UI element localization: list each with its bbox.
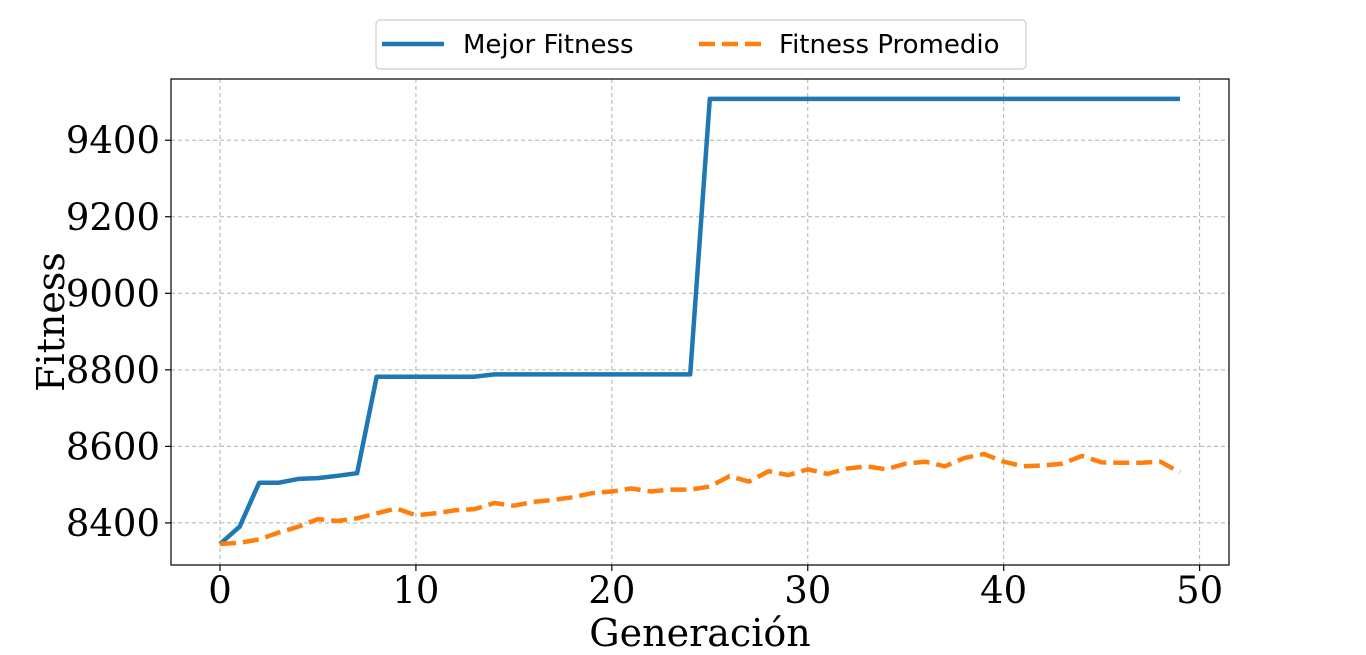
- y-tick-label: 9400: [66, 119, 160, 162]
- legend-label-fitness-promedio: Fitness Promedio: [779, 30, 1000, 60]
- y-tick-label: 8800: [66, 349, 160, 392]
- series-line-mejor-fitness: [218, 96, 1180, 546]
- series-line-fitness-promedio: [219, 451, 1182, 547]
- plot-frame: [170, 78, 1230, 566]
- legend: Mejor Fitness Fitness Promedio: [375, 19, 1027, 70]
- x-tick-label: 10: [392, 569, 439, 612]
- x-tick-label: 0: [208, 569, 232, 612]
- axis-ticks: 0 10 20 30 40 50 8400 8600 8800 9000 9200 9400: [66, 119, 1223, 612]
- legend-label-mejor-fitness: Mejor Fitness: [463, 30, 634, 60]
- x-tick-label: 40: [980, 569, 1027, 612]
- x-tick-label: 30: [784, 569, 831, 612]
- y-tick-label: 8600: [66, 425, 160, 468]
- y-tick-label: 8400: [66, 502, 160, 545]
- series-lines: [218, 96, 1182, 547]
- y-axis-label: Fitness: [29, 252, 73, 392]
- x-axis-label: Generación: [589, 611, 810, 655]
- y-tick-label: 9200: [66, 196, 160, 239]
- x-tick-label: 50: [1176, 569, 1223, 612]
- grid-lines: [171, 79, 1229, 565]
- y-tick-label: 9000: [66, 272, 160, 315]
- x-tick-label: 20: [588, 569, 635, 612]
